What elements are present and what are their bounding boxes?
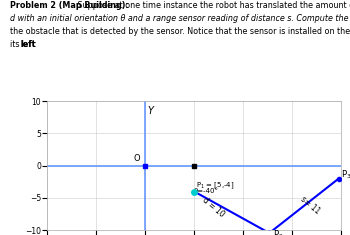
Text: its: its [10, 40, 22, 49]
Text: d with an initial orientation θ and a range sensor reading of distance s. Comput: d with an initial orientation θ and a ra… [10, 14, 350, 23]
Text: P$_3$: P$_3$ [341, 169, 350, 181]
Text: O: O [134, 154, 140, 163]
Text: Problem 2 (Map Building):: Problem 2 (Map Building): [10, 1, 129, 10]
Text: left: left [20, 40, 36, 49]
Text: Y: Y [148, 106, 154, 116]
Text: P$_2$: P$_2$ [273, 229, 284, 235]
Text: θ=-40°: θ=-40° [193, 188, 218, 195]
Text: left: left [20, 40, 36, 49]
Text: the obstacle that is detected by the sensor. Notice that the sensor is installed: the obstacle that is detected by the sen… [10, 27, 350, 36]
Text: Suppose at one time instance the robot has translated the amount of: Suppose at one time instance the robot h… [75, 1, 350, 10]
Text: d = 10: d = 10 [201, 196, 226, 219]
Text: s= 11: s= 11 [299, 195, 321, 216]
Text: P$_1$ = [5,-4]: P$_1$ = [5,-4] [196, 181, 234, 191]
